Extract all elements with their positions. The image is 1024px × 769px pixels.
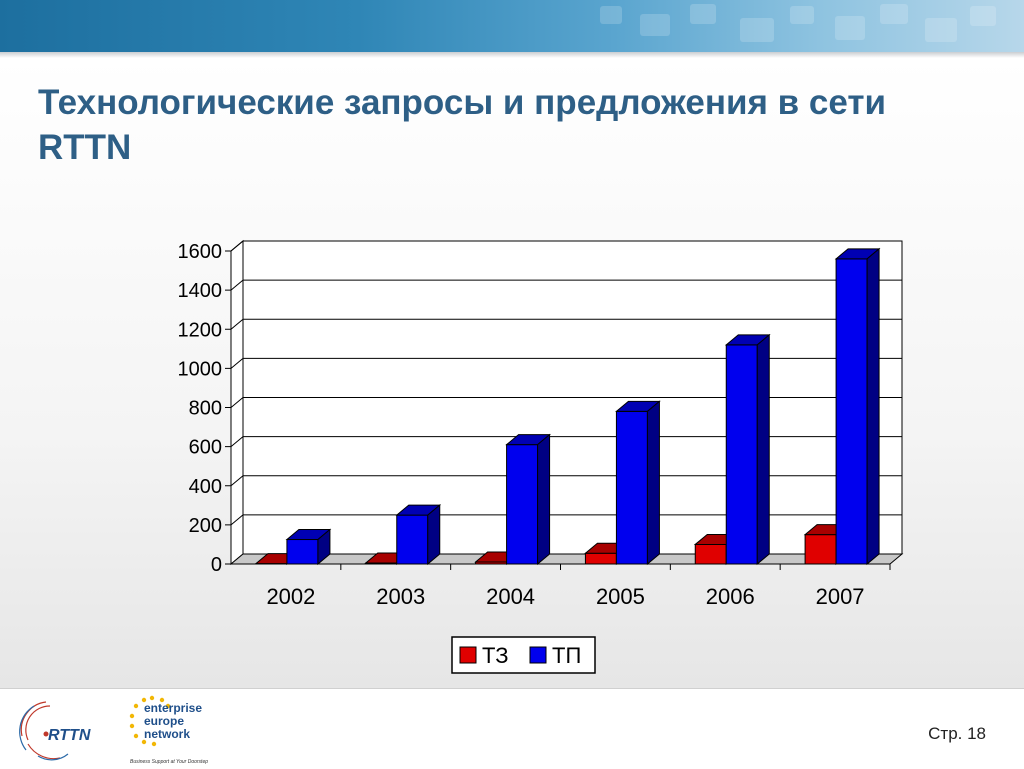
y-tick-label: 1000 (178, 358, 223, 380)
rttn-logo: RTTN (16, 696, 120, 764)
een-tagline: Business Support at Your Doorstep (130, 759, 208, 765)
bar-side-ТП-2005 (647, 401, 659, 564)
rttn-logo-text: RTTN (48, 727, 91, 744)
x-tick-label: 2003 (376, 584, 425, 609)
legend-label-ТЗ: ТЗ (482, 643, 508, 668)
bar-side-ТП-2004 (538, 435, 550, 564)
chart-floor (231, 554, 902, 564)
legend-swatch-ТП (530, 647, 546, 663)
y-tick-label: 400 (189, 476, 222, 498)
legend-swatch-ТЗ (460, 647, 476, 663)
y-tick-label: 1200 (178, 319, 223, 341)
x-tick-label: 2007 (816, 584, 865, 609)
een-line2: europe (144, 714, 184, 728)
y-tick-label: 1600 (178, 241, 223, 263)
legend-label-ТП: ТП (552, 643, 581, 668)
page-number: Стр. 18 (928, 724, 986, 744)
y-tick-label: 200 (189, 515, 222, 537)
bar-side-ТП-2003 (428, 505, 440, 564)
y-tick-label: 800 (189, 398, 222, 420)
y-tick-label: 0 (211, 554, 222, 576)
enterprise-europe-network-logo: enterprise europe network Business Suppo… (128, 692, 248, 768)
bar-front-ТЗ-2007 (805, 535, 836, 564)
bar-front-ТЗ-2005 (585, 553, 616, 564)
bar-front-ТП-2003 (397, 515, 428, 564)
bar-side-ТП-2006 (757, 335, 769, 564)
y-tick-label: 1400 (178, 280, 223, 302)
bar-side-ТП-2007 (867, 249, 879, 564)
x-tick-label: 2004 (486, 584, 535, 609)
bar-front-ТП-2002 (287, 540, 318, 564)
bar-front-ТЗ-2006 (695, 544, 726, 564)
een-line1: enterprise (144, 701, 202, 715)
bar-front-ТП-2007 (836, 259, 867, 564)
bar-front-ТП-2005 (616, 411, 647, 564)
x-tick-label: 2006 (706, 584, 755, 609)
x-tick-label: 2005 (596, 584, 645, 609)
bar-front-ТП-2006 (726, 345, 757, 564)
y-tick-label: 600 (189, 437, 222, 459)
een-line3: network (144, 727, 190, 741)
x-tick-label: 2002 (266, 584, 315, 609)
bar-front-ТП-2004 (507, 445, 538, 564)
bar-chart: 0 200 400 600 800 1000 1200 1400 1600 2002 2003 200… (0, 0, 1024, 690)
